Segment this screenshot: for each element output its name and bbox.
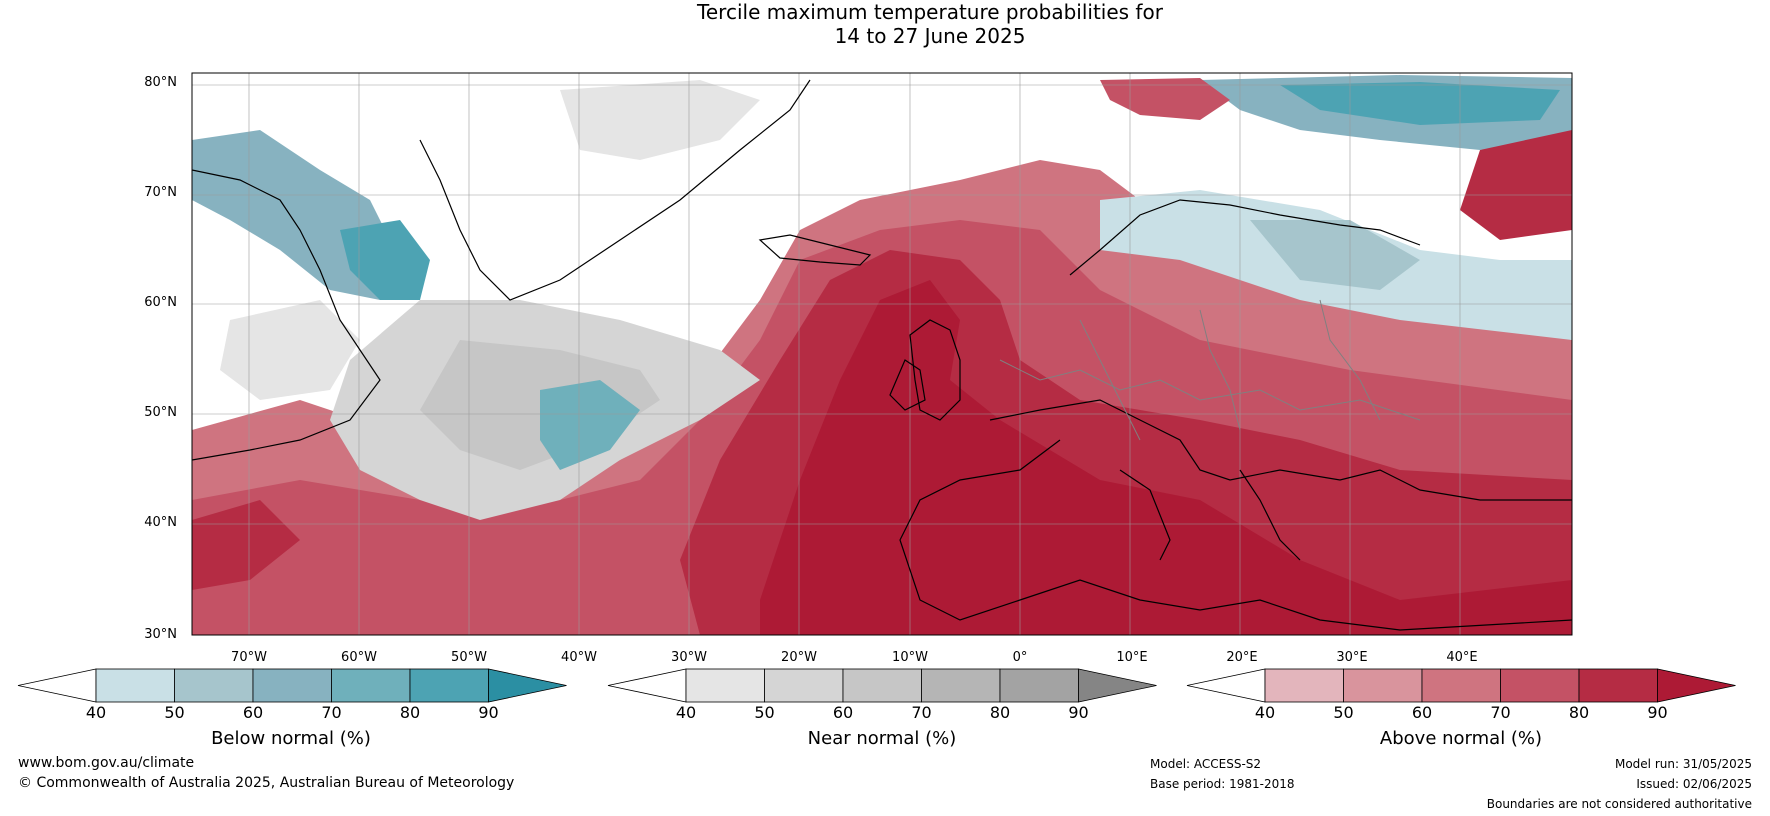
colorbar-tick-label: 70 — [1490, 703, 1511, 722]
lon-label: 20°W — [781, 650, 817, 665]
colorbar-segment — [409, 668, 489, 703]
near-normal-label: Near normal (%) — [807, 728, 957, 749]
lat-label: 60°N — [144, 295, 177, 310]
lon-label: 70°W — [231, 650, 267, 665]
colorbar-segment — [1500, 668, 1580, 703]
colorbar-high-extend — [1078, 668, 1157, 703]
colorbar-tick-label: 70 — [911, 703, 932, 722]
colorbar-high-extend — [488, 668, 567, 703]
below-normal-label: Below normal (%) — [211, 728, 371, 749]
lon-label: 60°W — [341, 650, 377, 665]
copyright: © Commonwealth of Australia 2025, Austra… — [18, 775, 515, 791]
title-line-2: 14 to 27 June 2025 — [834, 24, 1026, 48]
lon-label: 10°W — [892, 650, 928, 665]
issued-date: Issued: 02/06/2025 — [1636, 777, 1752, 791]
model-name: Model: ACCESS-S2 — [1150, 757, 1262, 771]
colorbar-tick-label: 40 — [1254, 703, 1276, 722]
colorbar-tick-label: 40 — [675, 703, 697, 722]
colorbars — [17, 668, 1736, 703]
model-run: Model run: 31/05/2025 — [1614, 757, 1752, 771]
lon-label: 30°E — [1336, 650, 1368, 665]
colorbar-segment — [685, 668, 765, 703]
map-fill — [192, 73, 1572, 635]
lon-label: 20°E — [1226, 650, 1258, 665]
lat-label: 80°N — [144, 75, 177, 90]
colorbar-tick-label: 90 — [478, 703, 499, 722]
above-normal-label: Above normal (%) — [1379, 728, 1543, 749]
colorbar-high-extend — [1657, 668, 1736, 703]
country-borders — [999, 299, 1421, 441]
colorbar-tick-label: 80 — [1568, 703, 1590, 722]
colorbar-segment — [95, 668, 175, 703]
colorbar-segment — [1264, 668, 1344, 703]
colorbar-segment — [1421, 668, 1501, 703]
colorbar-segment — [921, 668, 1001, 703]
base-period: Base period: 1981-2018 — [1150, 777, 1295, 791]
colorbar-low-extend — [17, 668, 97, 703]
colorbar-tick-label: 50 — [754, 703, 775, 722]
colorbar-tick-label: 50 — [1333, 703, 1354, 722]
colorbar-low-extend — [607, 668, 687, 703]
lon-label: 50°W — [451, 650, 487, 665]
colorbar-segment — [842, 668, 922, 703]
lat-label: 30°N — [144, 627, 177, 642]
colorbar-tick-label: 80 — [989, 703, 1011, 722]
colorbar-segment — [1343, 668, 1423, 703]
colorbar-tick-label: 70 — [321, 703, 342, 722]
lat-label: 50°N — [144, 405, 177, 420]
colorbar-low-extend — [1186, 668, 1266, 703]
map-frame — [191, 72, 1573, 636]
lon-label: 10°E — [1116, 650, 1148, 665]
graticule — [192, 73, 1572, 635]
title-line-1: Tercile maximum temperature probabilitie… — [697, 0, 1163, 24]
colorbar-segment — [174, 668, 254, 703]
colorbar-segment — [1578, 668, 1658, 703]
colorbar-tick-label: 60 — [1411, 703, 1433, 722]
colorbar-tick-label: 60 — [832, 703, 854, 722]
colorbar-tick-label: 60 — [242, 703, 264, 722]
lon-label: 0° — [1012, 650, 1028, 665]
colorbar-tick-label: 90 — [1647, 703, 1668, 722]
lat-label: 40°N — [144, 515, 177, 530]
map-title: Tercile maximum temperature probabilitie… — [0, 0, 1770, 48]
colorbar-segment — [999, 668, 1079, 703]
colorbar-tick-label: 80 — [399, 703, 421, 722]
colorbar-segment — [331, 668, 411, 703]
lat-label: 70°N — [144, 185, 177, 200]
coastlines — [192, 79, 1572, 631]
colorbar-tick-label: 90 — [1068, 703, 1089, 722]
colorbar-tick-label: 40 — [85, 703, 107, 722]
website-link[interactable]: www.bom.gov.au/climate — [18, 755, 195, 771]
disclaimer: Boundaries are not considered authoritat… — [1486, 797, 1752, 811]
lon-label: 40°W — [561, 650, 597, 665]
lon-label: 40°E — [1446, 650, 1478, 665]
colorbar-tick-label: 50 — [164, 703, 185, 722]
lon-label: 30°W — [671, 650, 707, 665]
colorbar-segment — [252, 668, 332, 703]
colorbar-segment — [764, 668, 844, 703]
